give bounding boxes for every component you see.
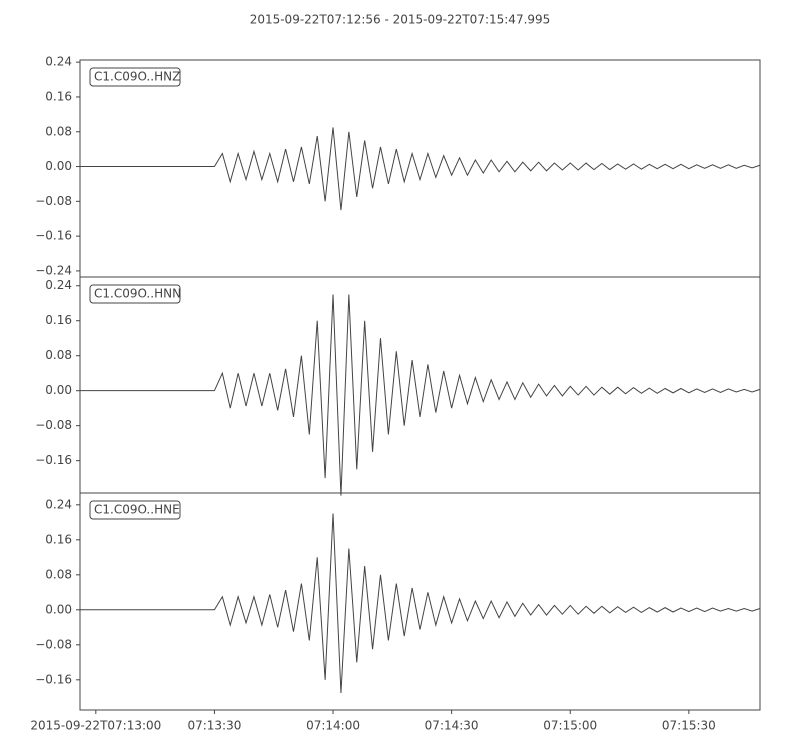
y-tick-label: −0.16	[35, 453, 72, 467]
x-tick-label: 07:15:00	[543, 719, 597, 733]
waveform	[80, 294, 761, 496]
x-tick-label: 07:13:30	[187, 719, 241, 733]
y-tick-label: −0.08	[35, 637, 72, 651]
x-tick-label: 07:14:30	[425, 719, 479, 733]
chart-title: 2015-09-22T07:12:56 - 2015-09-22T07:15:4…	[250, 13, 551, 27]
y-tick-label: 0.24	[45, 497, 72, 511]
y-tick-label: 0.08	[45, 348, 72, 362]
y-tick-label: 0.24	[45, 55, 72, 69]
y-tick-label: 0.16	[45, 89, 72, 103]
panel-frame	[79, 492, 761, 711]
y-tick-label: −0.24	[35, 263, 72, 277]
label-box	[89, 284, 181, 304]
y-tick-label: 0.16	[45, 532, 72, 546]
y-tick-label: −0.08	[35, 418, 72, 432]
y-tick-label: −0.16	[35, 229, 72, 243]
waveform	[80, 127, 761, 211]
x-tick-label: 07:15:30	[662, 719, 716, 733]
y-tick-label: 0.00	[45, 383, 72, 397]
trace-label: C1.C09O..HNN	[94, 287, 181, 301]
y-tick-label: 0.08	[45, 567, 72, 581]
y-tick-label: 0.16	[45, 313, 72, 327]
x-tick-label: 07:14:00	[306, 719, 360, 733]
y-tick-label: −0.08	[35, 194, 72, 208]
y-tick-label: 0.08	[45, 124, 72, 138]
label-box	[89, 67, 181, 87]
y-tick-label: −0.16	[35, 672, 72, 686]
label-box	[89, 500, 181, 520]
trace-label: C1.C09O..HNZ	[94, 70, 180, 84]
y-tick-label: 0.00	[45, 602, 72, 616]
y-tick-label: 0.00	[45, 159, 72, 173]
x-tick-label: 2015-09-22T07:13:00	[30, 719, 161, 733]
trace-label: C1.C09O..HNE	[94, 503, 180, 517]
y-tick-label: 0.24	[45, 278, 72, 292]
waveform	[80, 513, 761, 693]
